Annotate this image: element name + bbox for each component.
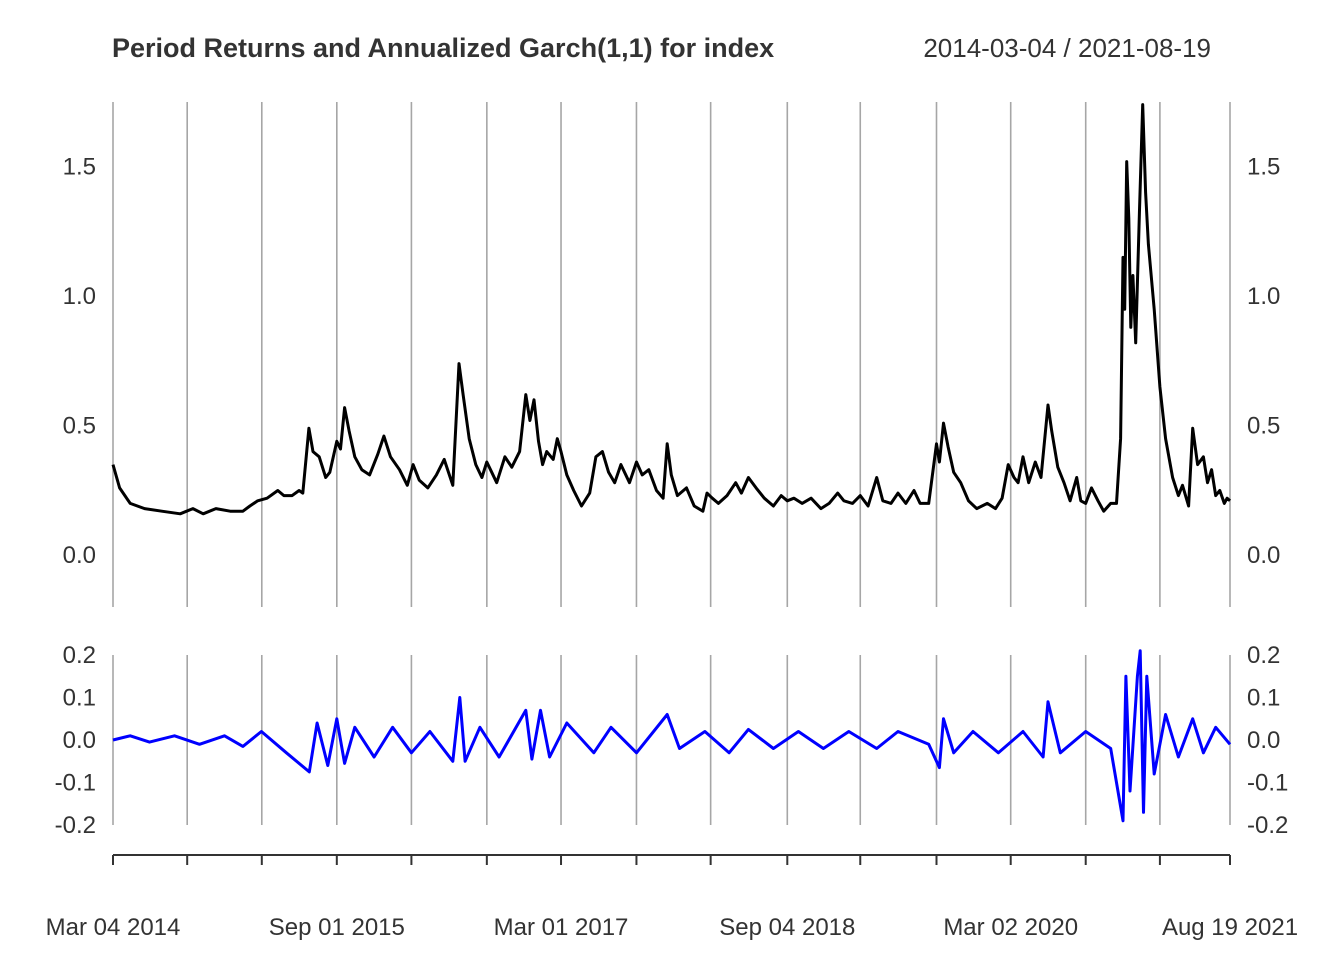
garch-y-tick-label-right: 1.5 — [1247, 154, 1280, 181]
returns-y-tick-label-left: 0.2 — [63, 642, 96, 669]
garch-y-tick-label-left: 1.5 — [63, 154, 96, 181]
garch-y-tick-label-right: 0.0 — [1247, 542, 1280, 569]
garch-y-tick-label-right: 0.5 — [1247, 413, 1280, 440]
returns-y-tick-label-left: -0.2 — [55, 812, 96, 839]
x-tick-label: Mar 02 2020 — [943, 914, 1078, 941]
date-range-label: 2014-03-04 / 2021-08-19 — [923, 33, 1211, 63]
garch-y-tick-label-right: 1.0 — [1247, 283, 1280, 310]
returns-y-tick-label-left: -0.1 — [55, 770, 96, 797]
axis-layer: 0.0 0.0 0.5 0.5 1.0 1.0 1.5 1.5 -0.2 -0.2 -0.1 -0.1… — [46, 154, 1298, 941]
garch-y-tick-label-left: 0.5 — [63, 413, 96, 440]
x-tick-label: Mar 04 2014 — [46, 914, 181, 941]
garch-y-tick-label-left: 1.0 — [63, 283, 96, 310]
returns-y-tick-label-right: 0.2 — [1247, 642, 1280, 669]
returns-y-tick-label-right: -0.1 — [1247, 770, 1288, 797]
chart-title: Period Returns and Annualized Garch(1,1)… — [112, 33, 774, 63]
returns-y-tick-label-left: 0.0 — [63, 727, 96, 754]
grid-lines — [112, 102, 1231, 825]
series-layer — [111, 103, 1232, 823]
returns-y-tick-label-left: 0.1 — [63, 685, 96, 712]
returns-y-tick-label-right: -0.2 — [1247, 812, 1288, 839]
x-tick-label: Aug 19 2021 — [1162, 914, 1298, 941]
x-tick-label: Sep 01 2015 — [269, 914, 405, 941]
returns-y-tick-label-right: 0.1 — [1247, 685, 1280, 712]
garch-y-tick-label-left: 0.0 — [63, 542, 96, 569]
x-tick-label: Sep 04 2018 — [719, 914, 855, 941]
x-tick-label: Mar 01 2017 — [494, 914, 629, 941]
returns-y-tick-label-right: 0.0 — [1247, 727, 1280, 754]
returns-series-line — [112, 649, 1232, 823]
garch-series-line — [111, 103, 1232, 516]
